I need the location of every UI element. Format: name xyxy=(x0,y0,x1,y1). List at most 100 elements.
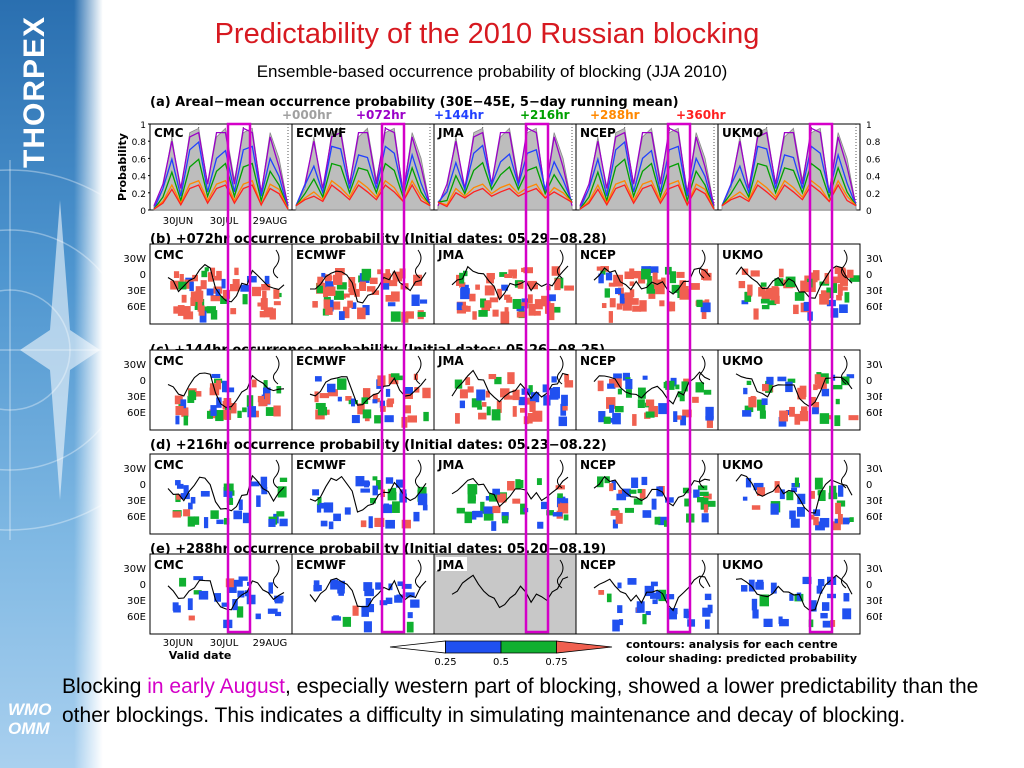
prob-shade-cell xyxy=(357,307,366,320)
prob-shade-cell xyxy=(192,274,198,282)
prob-shade-cell xyxy=(456,302,463,311)
prob-shade-cell xyxy=(831,521,841,531)
prob-shade-cell xyxy=(608,282,616,287)
prob-shade-cell xyxy=(491,409,501,421)
prob-shade-cell xyxy=(608,378,616,388)
prob-shade-cell xyxy=(363,621,372,633)
map-label-bg xyxy=(152,457,183,471)
prob-shade-cell xyxy=(257,302,265,307)
prob-shade-cell xyxy=(189,281,194,292)
prob-shade-cell xyxy=(485,496,492,501)
prob-shade-cell xyxy=(848,415,859,421)
prob-shade-cell xyxy=(390,373,400,378)
prob-shade-cell xyxy=(644,585,655,597)
legend-entry-4: +288hr xyxy=(590,108,640,122)
prob-shade-cell xyxy=(790,518,800,528)
prob-shade-cell xyxy=(372,485,378,496)
prob-shade-cell xyxy=(184,279,194,288)
prob-shade-cell xyxy=(608,311,613,323)
prob-shade-cell xyxy=(652,599,658,605)
lat-tick-left: 30E xyxy=(127,392,146,403)
prob-shade-cell xyxy=(351,415,360,424)
prob-shade-cell xyxy=(704,593,712,601)
lat-tick-right: 0 xyxy=(866,270,872,281)
prob-shade-cell xyxy=(459,272,465,284)
prob-shade-cell xyxy=(175,405,184,416)
prob-shade-cell xyxy=(279,518,288,527)
series-line-5-NCEP xyxy=(579,184,715,210)
analysis-contour xyxy=(167,372,285,408)
map-label-UKMO: UKMO xyxy=(722,458,763,472)
prob-shade-cell xyxy=(459,400,466,409)
prob-shade-cell xyxy=(622,372,630,381)
prob-shade-cell xyxy=(173,271,180,279)
prob-shade-cell xyxy=(562,406,568,411)
prob-shade-cell xyxy=(348,287,356,293)
prob-shade-cell xyxy=(354,288,360,297)
prob-shade-cell xyxy=(777,376,787,382)
series-line-4-UKMO xyxy=(721,179,857,207)
prob-tick-right: 0.4 xyxy=(866,173,881,183)
prob-shade-cell xyxy=(791,487,798,493)
prob-shade-cell xyxy=(642,613,647,625)
prob-shade-cell xyxy=(258,399,268,407)
prob-shade-cell xyxy=(332,274,343,285)
prob-shade-cell xyxy=(842,608,852,620)
prob-shade-cell xyxy=(683,608,689,619)
lat-tick-right: 30W xyxy=(866,360,882,371)
prob-shade-cell xyxy=(216,380,222,390)
prob-shade-cell xyxy=(488,493,498,502)
prob-shade-cell xyxy=(542,384,549,393)
colorbar-segment-3 xyxy=(556,640,613,654)
prob-shade-cell xyxy=(323,287,328,298)
prob-shade-cell xyxy=(619,293,625,304)
analysis-contour-small xyxy=(272,559,280,589)
prob-shade-cell xyxy=(368,516,373,529)
prob-shade-cell xyxy=(704,619,710,629)
prob-shade-cell xyxy=(478,412,487,420)
prob-shade-cell xyxy=(834,518,841,524)
prob-shade-cell xyxy=(486,278,494,284)
prob-shade-cell xyxy=(779,618,789,627)
prob-tick-right: 1 xyxy=(866,121,872,131)
analysis-contour-small xyxy=(840,459,848,489)
prob-shade-cell xyxy=(459,282,466,288)
prob-shade-cell xyxy=(379,600,388,606)
prob-shade-cell xyxy=(609,404,615,413)
analysis-contour-small xyxy=(556,355,564,385)
map-label-CMC: CMC xyxy=(154,558,184,572)
prob-shade-cell xyxy=(623,297,634,305)
prob-shade-cell xyxy=(761,290,770,301)
prob-shade-cell xyxy=(832,276,841,284)
series-line-2-UKMO xyxy=(721,145,857,206)
prob-shade-cell xyxy=(684,498,690,507)
lat-tick-left: 30W xyxy=(123,360,146,371)
prob-shade-cell xyxy=(506,296,513,303)
prob-shade-cell xyxy=(317,404,325,416)
prob-shade-cell xyxy=(796,592,802,601)
prob-shade-cell xyxy=(765,380,773,393)
prob-shade-cell xyxy=(483,511,494,521)
map-label-bg xyxy=(152,557,183,571)
prob-shade-cell xyxy=(392,501,400,513)
prob-shade-cell xyxy=(200,280,207,290)
prob-shade-cell xyxy=(489,297,499,303)
prob-shade-cell xyxy=(330,579,339,590)
prob-shade-cell xyxy=(561,394,568,406)
analysis-contour xyxy=(167,263,285,303)
map-label-bg xyxy=(720,557,760,571)
prob-shade-cell xyxy=(838,485,844,497)
prob-shade-cell xyxy=(316,503,322,513)
prob-shade-cell xyxy=(809,600,817,612)
series-line-4-JMA xyxy=(437,183,573,206)
prob-shade-cell xyxy=(770,582,777,594)
prob-shade-cell xyxy=(263,380,268,389)
analysis-contour-small xyxy=(414,355,422,385)
prob-shade-cell xyxy=(693,489,700,498)
series-line-1-NCEP xyxy=(579,127,715,206)
prob-shade-cell xyxy=(460,286,466,293)
prob-shade-cell xyxy=(794,413,801,425)
map-label-bg xyxy=(294,557,343,571)
map-label-bg xyxy=(152,247,183,261)
series-line-5-ECMWF xyxy=(295,183,431,207)
